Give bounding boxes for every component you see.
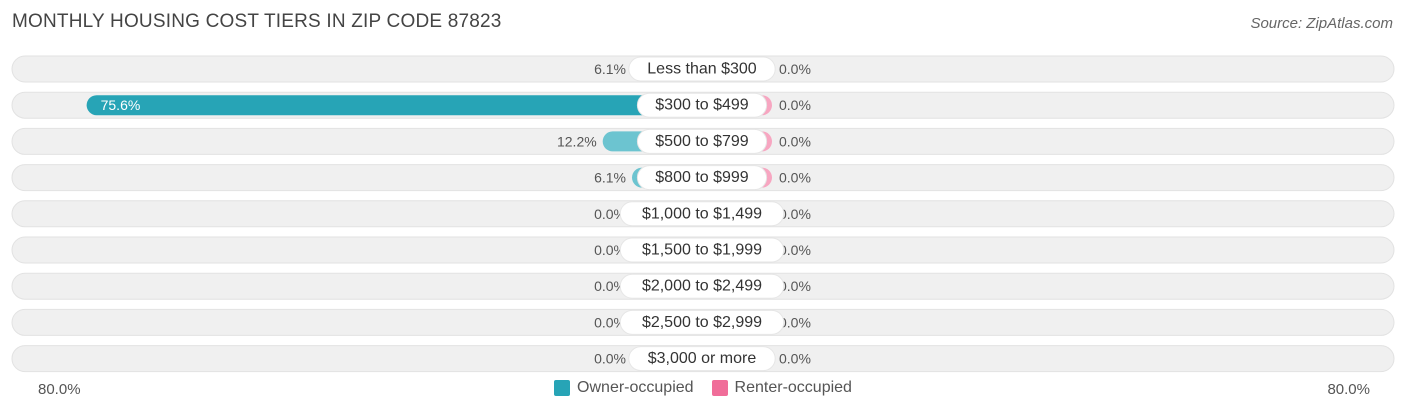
category-pill <box>636 128 768 154</box>
legend-renter-label: Renter-occupied <box>734 379 852 396</box>
legend-item-owner[interactable]: Owner-occupied <box>554 379 694 397</box>
legend: Owner-occupied Renter-occupied <box>0 379 1406 397</box>
owner-bar <box>86 95 703 116</box>
category-pill <box>619 273 785 299</box>
category-label: $2,500 to $2,999 <box>642 314 762 331</box>
renter-value-label: 0.0% <box>779 242 811 258</box>
owner-value-label: 75.6% <box>101 97 141 113</box>
source-label: Source: ZipAtlas.com <box>1250 15 1393 32</box>
renter-value-label: 0.0% <box>779 314 811 330</box>
renter-value-label: 0.0% <box>779 206 811 222</box>
owner-value-label: 12.2% <box>557 133 597 149</box>
owner-value-label: 0.0% <box>594 278 626 294</box>
renter-value-label: 0.0% <box>779 133 811 149</box>
category-label: $1,500 to $1,999 <box>642 242 762 259</box>
category-label: $3,000 or more <box>648 350 757 367</box>
category-pill <box>636 92 768 118</box>
legend-item-renter[interactable]: Renter-occupied <box>711 379 852 397</box>
owner-value-label: 0.0% <box>594 206 626 222</box>
axis-left-label: 80.0% <box>38 381 81 398</box>
owner-value-label: 6.1% <box>594 170 626 186</box>
renter-swatch <box>711 380 728 396</box>
legend-owner-label: Owner-occupied <box>577 379 694 396</box>
category-pill <box>619 201 785 227</box>
owner-value-label: 0.0% <box>594 351 626 367</box>
owner-value-label: 0.0% <box>594 314 626 330</box>
owner-value-label: 6.1% <box>594 61 626 77</box>
renter-value-label: 0.0% <box>779 278 811 294</box>
chart-title: MONTHLY HOUSING COST TIERS IN ZIP CODE 8… <box>12 11 502 32</box>
renter-value-label: 0.0% <box>779 351 811 367</box>
owner-swatch <box>554 380 571 396</box>
category-label: $1,000 to $1,499 <box>642 205 762 222</box>
category-pill <box>619 237 785 263</box>
axis-right-label: 80.0% <box>1327 381 1370 398</box>
category-pill <box>628 346 776 372</box>
category-label: $500 to $799 <box>655 133 749 150</box>
category-label: $800 to $999 <box>655 169 749 186</box>
category-pill <box>636 165 768 191</box>
chart-canvas: 6.1% 0.0% Less than $300 75.6% 0.0% $300 to $… <box>11 55 1395 373</box>
renter-value-label: 0.0% <box>779 61 811 77</box>
category-label: $2,000 to $2,499 <box>642 278 762 295</box>
category-pill <box>619 309 785 335</box>
renter-value-label: 0.0% <box>779 170 811 186</box>
category-pill <box>628 56 776 82</box>
owner-value-label: 0.0% <box>594 242 626 258</box>
renter-value-label: 0.0% <box>779 97 811 113</box>
category-label: $300 to $499 <box>655 97 749 114</box>
category-label: Less than $300 <box>647 61 757 78</box>
